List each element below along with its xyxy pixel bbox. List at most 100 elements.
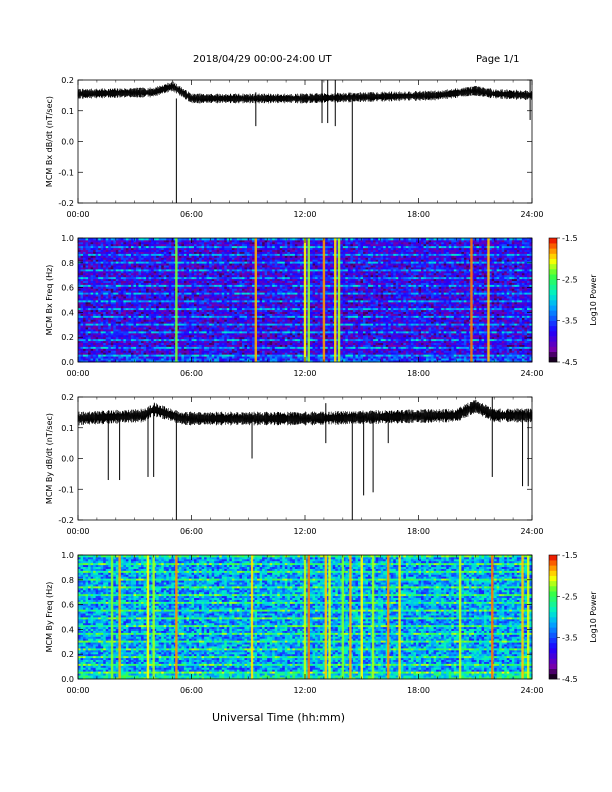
spectrogram-cell (93, 338, 97, 342)
spectrogram-cell (123, 247, 127, 251)
spectrogram-cell (146, 284, 150, 287)
spectrogram-cell (83, 296, 86, 299)
spectrogram-cell (136, 336, 139, 340)
spectrogram-cell (110, 292, 114, 295)
signal-trace (77, 81, 533, 104)
spectrogram-cell (136, 251, 139, 254)
spectrogram-cell (95, 292, 99, 295)
spectrogram-cell (120, 261, 124, 264)
spectrogram-cell (93, 243, 97, 247)
spectrogram-cell (136, 340, 139, 344)
spectrogram-cell (85, 292, 89, 295)
spectrogram-cell (113, 290, 117, 293)
spectrogram-cell (143, 329, 147, 332)
spectrogram-cell (146, 356, 150, 359)
spectrogram-cell (138, 247, 142, 251)
spectrogram-cell (105, 263, 109, 266)
spectrogram-cell (130, 241, 134, 245)
spectrogram-cell (95, 253, 99, 256)
spectrogram-cell (136, 274, 139, 278)
spectrogram-cell (141, 294, 144, 297)
spectrogram-cell (136, 284, 139, 287)
spectrogram-cell (138, 251, 142, 254)
spectrogram-cell (143, 300, 147, 303)
spectrogram-cell (128, 270, 132, 274)
spectrogram-cell (80, 259, 84, 262)
spectrogram-cell (90, 249, 94, 252)
spectrogram-cell (98, 348, 102, 351)
spectrogram-cell (141, 269, 144, 272)
spectrogram-cell (143, 257, 147, 260)
spectrogram-cell (146, 346, 150, 349)
spectrogram-cell (98, 298, 102, 301)
spectrogram-cell (125, 257, 129, 260)
spectrogram-cell (138, 332, 142, 336)
spectrogram-cell (141, 243, 144, 247)
spectrogram-cell (143, 292, 147, 295)
spectrogram-cell (78, 267, 81, 270)
spectrogram-cell (118, 247, 122, 251)
spectrogram-cell (120, 317, 124, 320)
spectrogram-cell (85, 294, 89, 297)
spectrogram-cell (88, 286, 92, 289)
spectrogram-cell (93, 317, 97, 320)
spectrogram-cell (141, 245, 144, 249)
spectrogram-cell (85, 348, 89, 351)
spectrogram-cell (103, 317, 107, 320)
spectrogram-cell (110, 338, 114, 342)
spectrogram-cells (78, 238, 533, 363)
spectrogram-cell (128, 344, 132, 347)
spectrogram-cell (83, 323, 86, 326)
spectrogram-cell (123, 243, 127, 247)
spectrogram-cell (83, 249, 86, 252)
spectrogram-cell (123, 269, 127, 272)
spectrogram-cell (83, 284, 86, 287)
spectrogram-cell (85, 346, 89, 349)
spectrogram-cell (123, 253, 127, 256)
spectrogram-cell (120, 259, 124, 262)
spectrogram-cell (110, 354, 114, 357)
spectrogram-cell (88, 348, 92, 351)
spectrogram-cell (100, 352, 104, 355)
spectrogram-cell (138, 331, 142, 334)
spectrogram-cell (110, 313, 114, 316)
spectrogram-cell (125, 315, 129, 318)
spectrogram-cell (130, 323, 134, 326)
spectrogram-cell (78, 243, 81, 247)
spectrogram-cell (108, 301, 112, 305)
spectrogram-cell (78, 276, 81, 280)
spectrogram-cell (115, 315, 119, 318)
spectrogram-cell (98, 354, 102, 357)
spectrogram-cell (85, 356, 89, 359)
spectrogram-cell (88, 292, 92, 295)
spectrogram-cell (83, 288, 86, 291)
spectrogram-cell (133, 331, 137, 334)
spectrogram-cell (146, 307, 150, 311)
spectrogram-cell (113, 315, 117, 318)
spectrogram-cell (118, 272, 122, 276)
spectrogram-cell (100, 340, 104, 344)
spectrogram-cell (110, 303, 114, 307)
spectrogram-cell (85, 239, 89, 243)
spectrogram-cell (138, 245, 142, 249)
spectrogram-cell (138, 336, 142, 340)
spectrogram-cell (83, 307, 86, 311)
spectrogram-cell (95, 336, 99, 340)
spectrogram-cell (123, 255, 127, 258)
spectrogram-cell (110, 243, 114, 247)
spectrogram-cell (100, 284, 104, 287)
spectrogram-cell (146, 354, 150, 357)
spectrogram-cell (90, 292, 94, 295)
spectrogram-cell (80, 311, 84, 314)
spectrogram-cell (100, 305, 104, 309)
spectrogram-cell (125, 325, 129, 328)
spectrogram-cell (123, 265, 127, 268)
spectrogram-cell (138, 292, 142, 295)
spectrogram-cell (108, 261, 112, 264)
spectrogram-cell (130, 276, 134, 280)
spectrogram-cell (141, 296, 144, 299)
spectrogram-cell (136, 272, 139, 276)
spectrogram-cell (105, 305, 109, 309)
spectrogram-cell (78, 323, 81, 326)
spectrogram-cell (136, 296, 139, 299)
